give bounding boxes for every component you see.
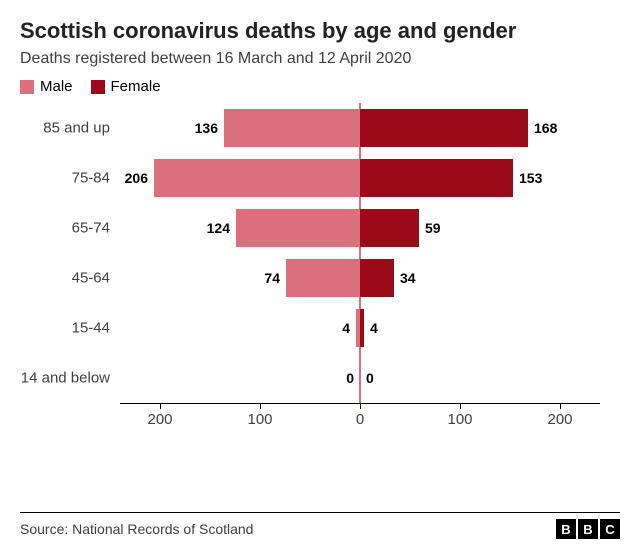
chart-subtitle: Deaths registered between 16 March and 1… — [20, 50, 620, 68]
value-label-female: 0 — [366, 370, 374, 386]
bbc-logo-c: C — [600, 519, 620, 539]
category-label: 65-74 — [20, 220, 110, 237]
axis-tick-label: 200 — [147, 411, 172, 428]
bar-male — [224, 109, 360, 147]
axis-tick-label: 0 — [356, 411, 364, 428]
bar-row: 75-84 206 153 — [20, 153, 620, 203]
value-label-male: 4 — [342, 320, 350, 336]
axis-tick — [460, 403, 461, 409]
value-label-male: 124 — [207, 220, 230, 236]
value-label-female: 34 — [400, 270, 416, 286]
axis-tick-label: 100 — [247, 411, 272, 428]
value-label-male: 206 — [125, 170, 148, 186]
value-label-male: 74 — [264, 270, 280, 286]
bbc-logo-b2: B — [578, 519, 598, 539]
legend-item-male: Male — [20, 78, 73, 95]
bar-area: 44 — [120, 309, 600, 347]
axis-tick-label: 100 — [447, 411, 472, 428]
bar-male — [154, 159, 360, 197]
legend: Male Female — [20, 78, 620, 95]
bar-female — [360, 209, 419, 247]
source-text: Source: National Records of Scotland — [20, 521, 253, 537]
category-label: 75-84 — [20, 170, 110, 187]
footer: Source: National Records of Scotland B B… — [20, 512, 620, 539]
bar-row: 85 and up 136 168 — [20, 103, 620, 153]
axis-tick — [160, 403, 161, 409]
value-label-male: 0 — [346, 370, 354, 386]
bar-male — [236, 209, 360, 247]
value-label-female: 168 — [534, 120, 557, 136]
bbc-logo: B B C — [556, 519, 620, 539]
legend-item-female: Female — [91, 78, 161, 95]
axis-tick — [560, 403, 561, 409]
category-label: 14 and below — [20, 370, 110, 387]
bar-area: 74 34 — [120, 259, 600, 297]
legend-label-male: Male — [40, 78, 73, 95]
category-label: 85 and up — [20, 120, 110, 137]
bbc-logo-b1: B — [556, 519, 576, 539]
bar-row: 65-74 124 59 — [20, 203, 620, 253]
bar-area: 206 153 — [120, 159, 600, 197]
value-label-female: 59 — [425, 220, 441, 236]
category-label: 45-64 — [20, 270, 110, 287]
bar-male — [286, 259, 360, 297]
bar-female — [360, 109, 528, 147]
plot-area: 85 and up 136 168 75-84 206 153 65-74 124 59 45-6… — [20, 103, 620, 403]
axis-tick — [360, 403, 361, 409]
bar-female — [360, 259, 394, 297]
bar-row: 15-4444 — [20, 303, 620, 353]
axis-tick — [260, 403, 261, 409]
bar-row: 14 and below 00 — [20, 353, 620, 403]
category-label: 15-44 — [20, 320, 110, 337]
bar-area: 136 168 — [120, 109, 600, 147]
value-label-female: 4 — [370, 320, 378, 336]
chart-title: Scottish coronavirus deaths by age and g… — [20, 18, 620, 44]
chart-container: Scottish coronavirus deaths by age and g… — [0, 0, 640, 549]
bar-female — [360, 159, 513, 197]
axis-tick-label: 200 — [547, 411, 572, 428]
bar-area: 00 — [120, 359, 600, 397]
bar-row: 45-64 74 34 — [20, 253, 620, 303]
x-axis: 200 100 0 100 200 — [20, 403, 620, 433]
value-label-male: 136 — [195, 120, 218, 136]
legend-label-female: Female — [111, 78, 161, 95]
bar-area: 124 59 — [120, 209, 600, 247]
legend-swatch-male — [20, 80, 34, 94]
value-label-female: 153 — [519, 170, 542, 186]
bar-female — [360, 309, 364, 347]
legend-swatch-female — [91, 80, 105, 94]
